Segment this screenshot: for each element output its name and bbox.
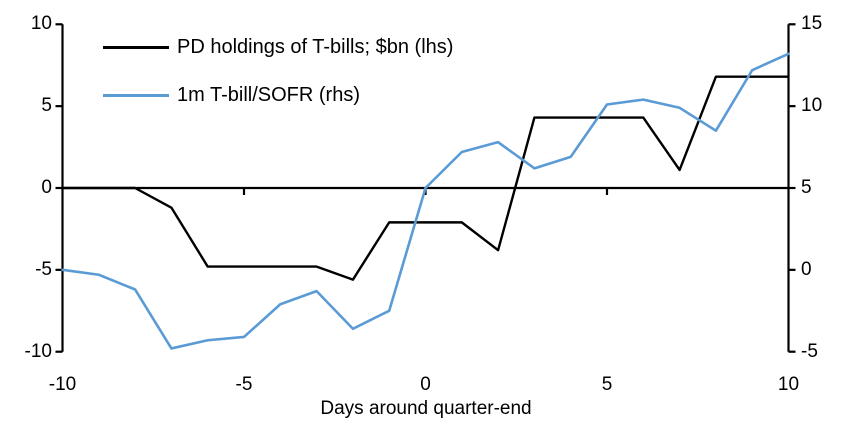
right-axis-tick-label: 15 xyxy=(801,13,823,35)
right-axis-tick-label: 0 xyxy=(801,258,812,280)
x-axis-tick-label: 0 xyxy=(420,374,431,395)
legend: PD holdings of T-bills; $bn (lhs) 1m T-b… xyxy=(103,36,453,106)
right-axis-tick-label: -5 xyxy=(801,340,818,362)
x-axis-title: Days around quarter-end xyxy=(320,398,532,419)
series-line-pd-holdings xyxy=(61,75,790,281)
legend-line-sample-black xyxy=(103,45,169,49)
series-line-tbill-sofr xyxy=(61,52,790,350)
left-axis-tick-label: -10 xyxy=(24,340,52,362)
x-axis-tick-label: -5 xyxy=(235,374,253,395)
right-axis-tick-label: 10 xyxy=(801,95,823,117)
legend-line-sample-blue xyxy=(103,93,169,97)
legend-item-pd-holdings: PD holdings of T-bills; $bn (lhs) xyxy=(103,36,453,58)
right-axis-tick-label: 5 xyxy=(801,177,812,198)
legend-item-tbill-sofr: 1m T-bill/SOFR (rhs) xyxy=(103,84,453,106)
legend-label-pd-holdings: PD holdings of T-bills; $bn (lhs) xyxy=(177,35,454,58)
left-axis-tick-label: -5 xyxy=(35,258,52,280)
left-axis-tick-label: 10 xyxy=(30,13,52,35)
left-axis-tick-label: 0 xyxy=(41,177,52,198)
legend-label-tbill-sofr: 1m T-bill/SOFR (rhs) xyxy=(177,83,360,106)
x-axis-tick-label: -10 xyxy=(48,374,77,395)
left-axis-tick-label: 5 xyxy=(41,95,52,117)
x-axis-tick-label: 10 xyxy=(777,374,800,395)
x-axis-tick-label: 5 xyxy=(601,374,613,395)
